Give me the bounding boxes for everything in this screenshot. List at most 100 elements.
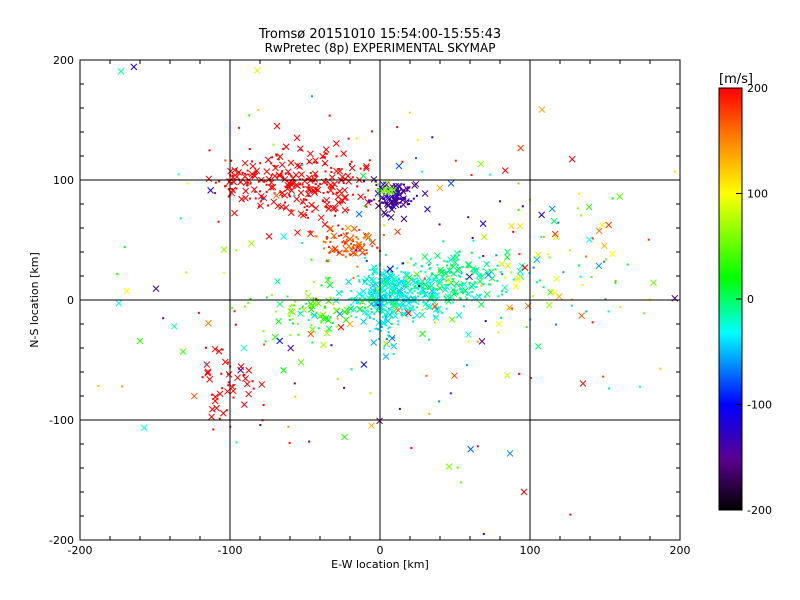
- dot-marker: [259, 424, 262, 427]
- dot-marker: [288, 441, 291, 444]
- cross-marker: [467, 445, 475, 453]
- cross-marker: [396, 183, 404, 190]
- dot-marker: [423, 295, 426, 298]
- dot-marker: [581, 283, 584, 286]
- dot-marker: [347, 298, 350, 301]
- dot-marker: [378, 194, 381, 197]
- dot-marker: [321, 156, 324, 159]
- dot-marker: [412, 297, 415, 300]
- dot-marker: [305, 208, 308, 211]
- dot-marker: [227, 384, 230, 387]
- dot-marker: [301, 305, 304, 308]
- dot-marker: [368, 159, 371, 162]
- dot-marker: [383, 294, 386, 297]
- dot-marker: [602, 375, 605, 378]
- cross-marker: [320, 341, 327, 349]
- cross-marker: [433, 291, 441, 299]
- cross-marker: [207, 186, 214, 194]
- cross-marker: [241, 159, 249, 167]
- dot-marker: [392, 352, 395, 355]
- dot-marker: [427, 263, 430, 266]
- dot-marker: [421, 287, 424, 290]
- dot-marker: [445, 271, 448, 274]
- dot-marker: [374, 296, 377, 299]
- dot-marker: [512, 230, 515, 233]
- dot-marker: [445, 279, 448, 282]
- cross-marker: [297, 358, 305, 366]
- dot-marker: [294, 300, 297, 303]
- dot-marker: [357, 237, 360, 240]
- dot-marker: [322, 199, 325, 202]
- dot-marker: [355, 236, 358, 239]
- dot-marker: [392, 289, 395, 292]
- dot-marker: [643, 312, 646, 315]
- dot-marker: [406, 203, 409, 206]
- cross-marker: [355, 240, 362, 248]
- dot-marker: [376, 246, 379, 249]
- cross-marker: [450, 270, 458, 277]
- cross-marker: [281, 191, 289, 199]
- colorbar-tick-label: 100: [747, 188, 768, 201]
- cross-marker: [136, 337, 144, 345]
- dot-marker: [310, 258, 313, 261]
- dot-marker: [413, 264, 416, 267]
- dot-marker: [384, 186, 387, 189]
- cross-marker: [599, 221, 606, 229]
- grid-lines: [80, 60, 680, 540]
- cross-marker: [550, 289, 558, 296]
- dot-marker: [97, 385, 100, 388]
- dot-marker: [413, 300, 416, 303]
- dot-marker: [585, 255, 588, 258]
- dot-marker: [417, 288, 420, 291]
- cross-marker: [307, 300, 315, 308]
- cross-marker: [595, 227, 603, 235]
- dot-marker: [456, 292, 459, 295]
- dot-marker: [424, 271, 427, 274]
- dot-marker: [204, 362, 207, 365]
- cross-marker: [367, 292, 375, 299]
- cross-marker: [389, 287, 396, 295]
- dot-marker: [227, 180, 230, 183]
- cross-marker: [306, 158, 313, 165]
- dot-marker: [475, 286, 478, 289]
- dot-marker: [342, 179, 345, 182]
- cross-marker: [368, 422, 375, 430]
- cross-marker: [506, 450, 514, 457]
- dot-marker: [350, 315, 353, 318]
- dot-marker: [186, 182, 189, 185]
- dot-marker: [254, 171, 257, 174]
- dot-marker: [381, 273, 384, 276]
- dot-marker: [501, 290, 504, 293]
- dot-marker: [259, 190, 262, 193]
- cross-marker: [374, 306, 381, 314]
- dot-marker: [384, 293, 387, 296]
- cross-marker: [251, 172, 259, 180]
- dot-marker: [214, 181, 217, 184]
- dot-marker: [343, 386, 346, 389]
- cross-marker: [392, 274, 400, 282]
- dot-marker: [448, 267, 451, 270]
- dot-marker: [410, 447, 413, 450]
- dot-marker: [417, 280, 420, 283]
- cross-marker: [213, 404, 220, 412]
- dot-marker: [430, 273, 433, 276]
- cross-marker: [309, 326, 316, 333]
- dot-marker: [286, 186, 289, 189]
- dot-marker: [212, 428, 215, 431]
- y-tick-label: 100: [53, 174, 74, 187]
- dot-marker: [345, 250, 348, 253]
- dot-marker: [436, 297, 439, 300]
- dot-marker: [511, 307, 514, 310]
- cross-marker: [512, 283, 520, 290]
- cross-marker: [311, 175, 319, 183]
- cross-marker: [605, 221, 613, 229]
- dot-marker: [370, 297, 373, 300]
- dot-marker: [378, 182, 381, 185]
- cross-marker: [379, 319, 387, 327]
- dot-marker: [387, 193, 390, 196]
- cross-marker: [341, 308, 349, 316]
- dot-marker: [330, 166, 333, 169]
- dot-marker: [310, 324, 313, 327]
- dot-marker: [402, 305, 405, 308]
- dot-marker: [384, 284, 387, 287]
